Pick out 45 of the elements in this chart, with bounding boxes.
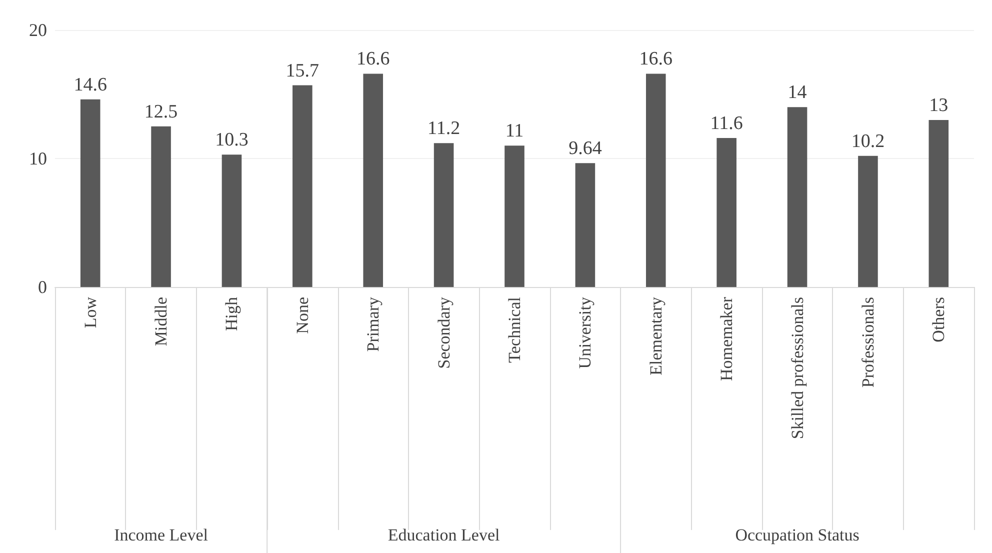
data-label: 15.7 (286, 60, 320, 82)
x-tick-label: Low (80, 296, 100, 328)
bar (80, 99, 100, 287)
data-label: 14 (788, 82, 808, 104)
bar (858, 156, 878, 287)
data-label: 11.2 (428, 118, 460, 140)
bar (363, 74, 384, 287)
x-tick-label: Skilled professionals (788, 297, 807, 440)
x-tick-label: Secondary (434, 296, 454, 369)
data-label: 13 (929, 94, 948, 116)
x-tick-label: Primary (364, 296, 383, 352)
x-tick-label: Elementary (646, 296, 666, 376)
bar (504, 146, 524, 287)
bar (928, 120, 949, 287)
data-label: 10.2 (851, 130, 885, 152)
bar (787, 107, 808, 287)
bar (434, 143, 454, 287)
text: Income Level (114, 526, 208, 544)
data-label: 16.6 (639, 48, 673, 70)
x-tick-label: Middle (152, 297, 171, 346)
data-label: 11 (505, 120, 524, 142)
data-label: 14.6 (74, 74, 107, 96)
bar (292, 85, 312, 287)
bar (151, 126, 171, 287)
text: Occupation Status (735, 526, 860, 544)
x-tick-label: Homemaker (717, 296, 736, 382)
x-tick-label: University (576, 296, 595, 369)
x-tick-label: Professionals (858, 297, 878, 388)
x-tick-label: High (222, 296, 242, 331)
bar (575, 163, 596, 287)
x-tick-label: Technical (505, 296, 524, 363)
text: Education Level (388, 526, 500, 544)
bar (222, 154, 242, 287)
y-tick-label: 10 (29, 148, 47, 168)
y-tick-label: 20 (29, 20, 47, 40)
y-tick-label: 0 (38, 277, 47, 297)
data-label: 16.6 (356, 48, 390, 70)
data-label: 10.3 (215, 130, 248, 151)
bar (716, 138, 736, 287)
x-tick-label: Others (929, 297, 948, 342)
data-label: 12.5 (144, 101, 178, 122)
bar (646, 74, 666, 287)
data-label: 11.6 (710, 112, 743, 134)
data-label: 9.64 (568, 138, 602, 160)
x-tick-label: None (292, 297, 312, 334)
